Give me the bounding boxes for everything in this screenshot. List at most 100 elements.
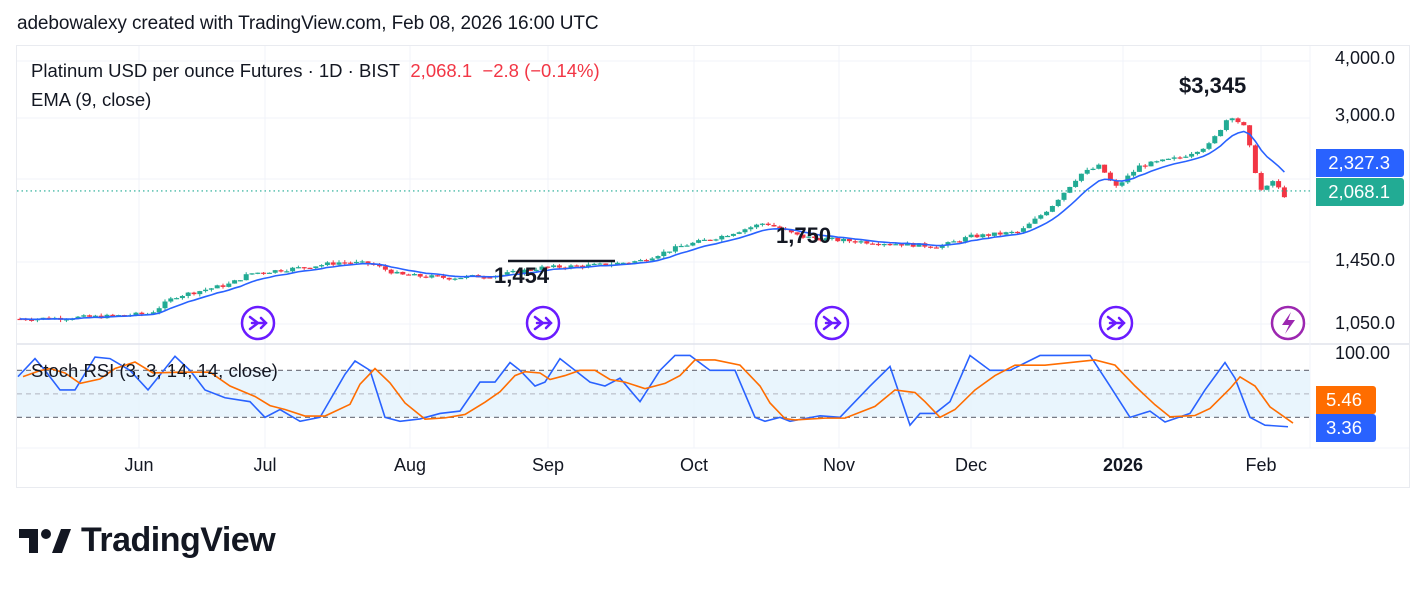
candle-body (150, 312, 156, 314)
candle-body (655, 256, 661, 259)
candle-body (197, 291, 203, 295)
candle-body (1200, 148, 1206, 152)
candle-body (806, 236, 812, 238)
candle-body (319, 265, 325, 267)
candle-body (1003, 232, 1009, 235)
candle-body (759, 223, 765, 225)
candle-body (1102, 164, 1108, 173)
candle-body (81, 315, 87, 317)
candle-body (452, 278, 458, 280)
candle-body (574, 265, 580, 267)
candle-body (1189, 153, 1195, 157)
candle-body (255, 272, 261, 274)
candle-body (771, 224, 777, 227)
tradingview-logo[interactable]: TradingView (19, 521, 276, 560)
candle-body (991, 232, 997, 236)
ema-price-tag: 2,327.3 (1316, 149, 1404, 177)
candle-body (249, 273, 255, 275)
candle-body (522, 269, 528, 274)
candle-body (191, 292, 197, 295)
candle-body (643, 260, 649, 262)
candle-body (742, 229, 748, 233)
candle-body (440, 275, 446, 278)
candle-body (307, 267, 313, 269)
candle-body (1160, 159, 1166, 162)
candle-body (377, 264, 383, 267)
candle-body (429, 275, 435, 278)
chart-caption: adebowalexy created with TradingView.com… (17, 13, 599, 34)
candle-body (1252, 145, 1258, 174)
time-tick-2026: 2026 (1102, 455, 1144, 475)
candle-body (208, 288, 214, 290)
candle-body (1055, 199, 1061, 207)
candle-body (324, 262, 330, 266)
candle-body (301, 267, 307, 269)
price-change: −2.8 (−0.14%) (482, 60, 600, 81)
candle-body (278, 270, 284, 272)
ema-legend[interactable]: EMA (9, close) (31, 89, 152, 110)
stoch-d-tag: 5.46 (1316, 386, 1376, 414)
lightning-icon (1282, 312, 1295, 334)
symbol-legend[interactable]: Platinum USD per ounce Futures · 1D · BI… (31, 60, 600, 82)
candle-body (823, 238, 829, 241)
candle-body (284, 271, 290, 273)
time-tick-oct: Oct (679, 455, 709, 475)
candle-body (1183, 156, 1189, 158)
stoch-k-tag: 3.36 (1316, 414, 1376, 442)
candle-body (220, 285, 226, 287)
candle-body (417, 274, 423, 277)
candle-body (29, 319, 35, 321)
candle-body (1032, 218, 1038, 224)
candle-body (904, 243, 910, 246)
candle-body (980, 234, 986, 238)
stoch-band (17, 370, 1310, 418)
candle-body (1270, 181, 1276, 186)
candle-body (1218, 129, 1224, 137)
candle-body (266, 272, 272, 274)
candle-body (858, 241, 864, 243)
candle-body (812, 236, 818, 238)
time-tick-jun: Jun (124, 455, 154, 475)
candle-body (1044, 211, 1050, 216)
candle-body (707, 239, 713, 241)
candle-body (1125, 175, 1131, 183)
candle-body (754, 224, 760, 228)
candle-body (516, 270, 522, 274)
candle-body (179, 295, 185, 299)
price-tick-1050: 1,050.0 (1334, 313, 1395, 333)
candle-body (794, 232, 800, 235)
candle-body (551, 265, 557, 268)
candle-body (290, 267, 296, 272)
candle-body (846, 238, 852, 242)
candle-body (887, 244, 893, 246)
candle-body (614, 262, 620, 265)
candle-body (719, 235, 725, 240)
candle-body (777, 226, 783, 229)
candle-body (203, 289, 209, 292)
candle-body (232, 280, 238, 284)
price-tick-4000: 4,000.0 (1334, 48, 1395, 68)
candle-body (1078, 173, 1084, 181)
ema-line (19, 130, 1285, 321)
candle-body (1165, 158, 1171, 160)
candle-body (690, 242, 696, 246)
merge-arrow-icon (822, 315, 842, 331)
candle-body (1073, 180, 1079, 187)
candle-body (1061, 192, 1067, 200)
candle-body (580, 265, 586, 268)
candle-body (510, 270, 516, 273)
candle-body (870, 243, 876, 245)
candle-body (1264, 185, 1270, 190)
merge-arrow-icon (1106, 315, 1126, 331)
candle-body (359, 261, 365, 263)
candle-body (1067, 186, 1073, 193)
level-1750-annotation: 1,750 (776, 223, 832, 248)
candle-body (713, 239, 719, 241)
candle-body (458, 277, 464, 280)
candle-body (568, 265, 574, 269)
candle-body (939, 245, 945, 248)
candle-body (974, 234, 980, 238)
stoch-rsi-legend[interactable]: Stoch RSI (3, 3, 14, 14, close) (31, 360, 278, 381)
candle-body (800, 234, 806, 238)
